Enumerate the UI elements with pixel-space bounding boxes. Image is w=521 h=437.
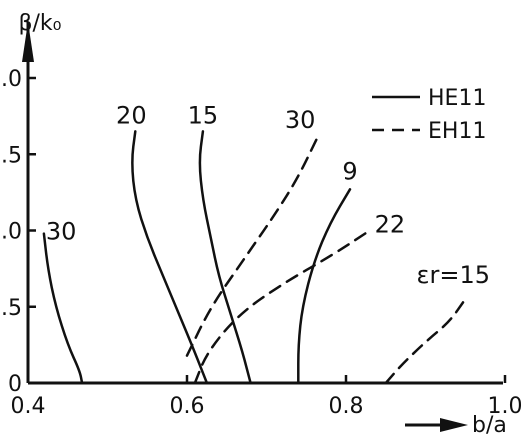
y-axis-title: β/k₀ — [18, 11, 61, 36]
y-tick-label: 1.0 — [0, 220, 22, 245]
x-tick-label: 0.6 — [170, 394, 205, 419]
x-tick-label: 0.8 — [329, 394, 364, 419]
axes: 0 0.5 1.0 1.5 2.0 0.4 0.6 0.8 1.0 β/k₀ b/a — [0, 11, 521, 437]
curve-label-20: 20 — [116, 101, 147, 129]
x-tick-label: 1.0 — [488, 394, 521, 419]
x-tick-label: 0.4 — [11, 394, 46, 419]
y-tick-label: 0.5 — [0, 296, 22, 321]
eh11-curve-22 — [193, 229, 372, 385]
curve-label-r15: εr=15 — [417, 261, 491, 289]
x-axis-title: b/a — [472, 413, 507, 437]
curve-label-30: 30 — [46, 218, 77, 246]
legend-label-he11: HE11 — [428, 86, 486, 111]
he11-curve-30 — [42, 232, 84, 385]
curve-label-30: 30 — [285, 106, 316, 134]
eh11-curve-r15 — [384, 297, 467, 385]
he11-curve-15 — [198, 130, 252, 385]
y-tick-label: 2.0 — [0, 67, 22, 92]
legend-label-eh11: EH11 — [428, 119, 486, 144]
curve-label-22: 22 — [375, 211, 406, 239]
y-axis-arrow — [22, 22, 34, 62]
legend: HE11 EH11 — [372, 86, 486, 144]
y-tick-label: 0 — [8, 372, 22, 397]
x-axis-title-arrow-head — [440, 418, 468, 432]
y-tick-label: 1.5 — [0, 143, 22, 168]
curve-label-15: 15 — [188, 101, 219, 129]
he11-curve-9 — [297, 188, 352, 385]
he11-curve-20 — [131, 130, 209, 385]
curve-label-9: 9 — [342, 157, 357, 185]
labels: 30 20 15 9 30 22 εr=15 — [46, 101, 490, 289]
eh11-curve-30 — [185, 134, 320, 357]
curves — [42, 130, 467, 385]
